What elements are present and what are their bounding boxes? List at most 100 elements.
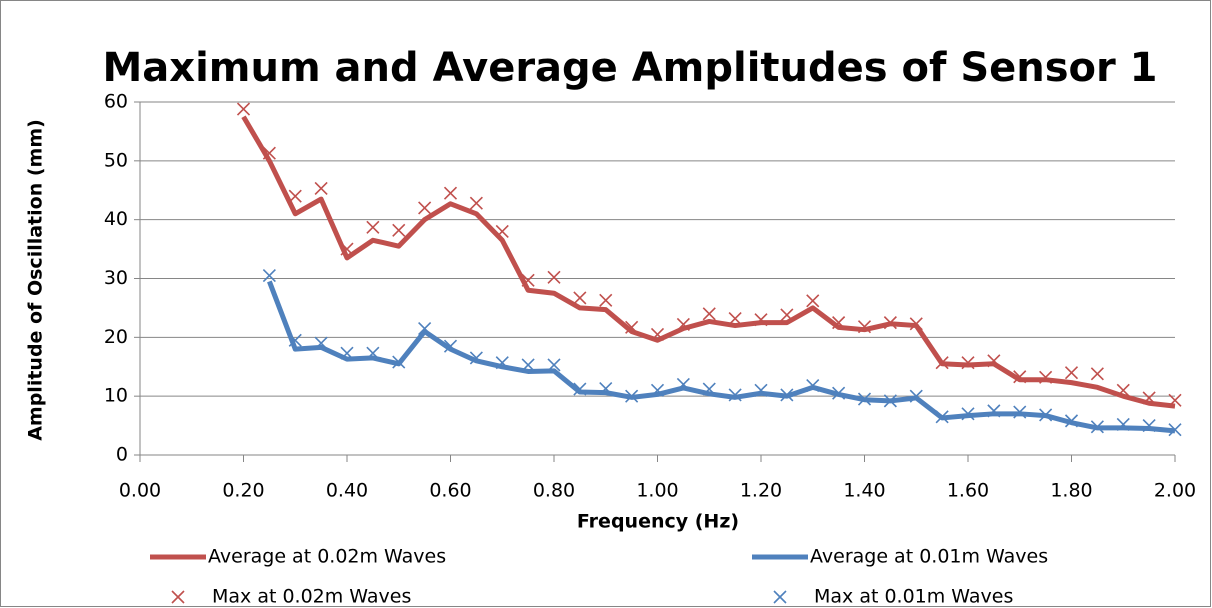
series-marker <box>573 291 587 305</box>
series-marker <box>676 317 690 331</box>
series-marker <box>728 388 742 402</box>
series-marker <box>236 102 251 116</box>
series-marker <box>262 146 276 160</box>
series-marker <box>547 270 561 284</box>
series-marker <box>1168 423 1182 437</box>
x-tick-label: 0.20 <box>222 480 264 502</box>
series-marker <box>392 355 406 369</box>
series-marker <box>806 379 820 393</box>
series-marker <box>1142 419 1156 433</box>
legend-label: Max at 0.02m Waves <box>212 586 411 608</box>
x-tick-label: 1.40 <box>843 480 885 502</box>
series-marker <box>702 307 716 321</box>
series-marker <box>909 389 923 403</box>
series-marker <box>314 336 328 350</box>
series-marker <box>521 358 535 372</box>
series-marker <box>1039 408 1053 422</box>
series-marker <box>288 189 302 203</box>
series-marker <box>857 392 872 406</box>
legend-swatch <box>171 590 185 604</box>
series-marker <box>521 273 535 287</box>
x-tick-label: 0.80 <box>533 480 575 502</box>
series-marker <box>1090 420 1104 434</box>
series-marker <box>418 321 432 336</box>
y-axis-title: Amplitude of Oscillation (mm) <box>25 119 47 441</box>
x-tick-label: 0.00 <box>119 480 161 502</box>
series-line <box>241 115 1176 409</box>
series-marker <box>883 316 897 330</box>
series-marker <box>366 220 380 234</box>
x-tick-label: 0.60 <box>429 480 471 502</box>
series-marker <box>418 201 432 215</box>
series-marker <box>262 268 276 283</box>
series-marker <box>961 356 975 370</box>
y-tick-label: 50 <box>104 149 128 171</box>
series-marker <box>909 317 923 331</box>
series-marker <box>625 320 639 334</box>
series-marker <box>1116 383 1130 397</box>
series-marker <box>780 308 794 322</box>
series-marker <box>650 383 665 397</box>
series-marker <box>366 346 380 360</box>
series-marker <box>1039 370 1053 384</box>
x-axis-title: Frequency (Hz) <box>577 511 739 533</box>
series-marker <box>392 223 406 237</box>
legend-label: Average at 0.02m Waves <box>208 546 446 568</box>
series-marker <box>935 356 949 370</box>
series-marker <box>754 383 768 397</box>
series-marker <box>832 386 846 400</box>
series-marker <box>832 316 846 330</box>
x-tick-label: 2.00 <box>1154 480 1196 502</box>
legend-label: Average at 0.01m Waves <box>810 546 1048 568</box>
series-marker <box>314 181 328 196</box>
series-marker <box>728 311 742 326</box>
series-marker <box>857 320 872 334</box>
series-marker <box>987 354 1001 368</box>
series-marker <box>288 333 302 347</box>
series-marker <box>935 410 949 424</box>
series-marker <box>883 394 897 408</box>
y-tick-label: 10 <box>104 385 128 407</box>
series-marker <box>650 327 665 341</box>
series-marker <box>573 382 587 396</box>
y-tick-label: 60 <box>104 91 128 113</box>
series-marker <box>1013 370 1027 384</box>
series-marker <box>599 293 613 307</box>
x-tick-label: 1.80 <box>1050 480 1092 502</box>
series-marker <box>1090 367 1104 381</box>
series-marker <box>340 346 354 360</box>
series-marker <box>961 407 975 421</box>
series-marker <box>1168 393 1182 407</box>
series-marker <box>625 389 639 403</box>
series-marker <box>780 388 794 402</box>
series-marker <box>1064 366 1079 380</box>
series-marker <box>754 313 768 327</box>
series-marker <box>676 377 690 391</box>
series-marker <box>547 358 561 372</box>
legend-swatch <box>773 590 787 604</box>
series-line <box>267 280 1176 434</box>
series-marker <box>340 242 354 256</box>
y-tick-label: 0 <box>116 444 128 466</box>
y-tick-label: 30 <box>104 267 128 289</box>
series-marker <box>1013 405 1027 419</box>
x-tick-label: 1.60 <box>947 480 989 502</box>
y-tick-label: 20 <box>104 326 128 348</box>
series-marker <box>1142 391 1156 405</box>
series-marker <box>1116 417 1130 431</box>
series-marker <box>1064 414 1079 428</box>
series-marker <box>443 339 458 353</box>
x-tick-label: 0.40 <box>326 480 368 502</box>
series-marker <box>469 196 483 210</box>
series-marker <box>806 294 820 308</box>
series-marker <box>495 356 509 370</box>
x-tick-label: 1.20 <box>740 480 782 502</box>
chart-title: Maximum and Average Amplitudes of Sensor… <box>102 45 1157 91</box>
series-marker <box>443 186 458 200</box>
series-marker <box>599 381 613 396</box>
y-tick-label: 40 <box>104 208 128 230</box>
series-marker <box>702 382 716 396</box>
x-tick-label: 1.00 <box>636 480 678 502</box>
